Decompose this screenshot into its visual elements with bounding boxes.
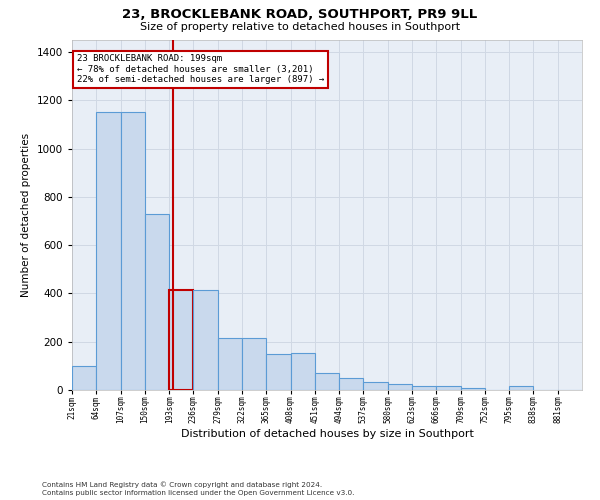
Bar (242, 338, 266, 390)
Bar (121, 112, 145, 390)
Bar (436, 386, 461, 390)
Bar (290, 352, 315, 390)
Text: 23, BROCKLEBANK ROAD, SOUTHPORT, PR9 9LL: 23, BROCKLEBANK ROAD, SOUTHPORT, PR9 9LL (122, 8, 478, 20)
Bar (364, 382, 388, 390)
Text: Size of property relative to detached houses in Southport: Size of property relative to detached ho… (140, 22, 460, 32)
X-axis label: Distribution of detached houses by size in Southport: Distribution of detached houses by size … (181, 429, 473, 439)
Text: Contains HM Land Registry data © Crown copyright and database right 2024.: Contains HM Land Registry data © Crown c… (42, 481, 322, 488)
Bar (96, 112, 121, 390)
Bar (169, 290, 193, 390)
Bar (461, 388, 485, 390)
Bar (509, 386, 533, 390)
Bar (266, 354, 290, 390)
Bar (412, 386, 436, 390)
Bar (72, 366, 96, 390)
Bar (193, 290, 218, 390)
Bar (218, 338, 242, 390)
Y-axis label: Number of detached properties: Number of detached properties (21, 133, 31, 297)
Text: 23 BROCKLEBANK ROAD: 199sqm
← 78% of detached houses are smaller (3,201)
22% of : 23 BROCKLEBANK ROAD: 199sqm ← 78% of det… (77, 54, 325, 84)
Bar (145, 214, 169, 390)
Bar (315, 373, 339, 390)
Bar (339, 378, 364, 390)
Text: Contains public sector information licensed under the Open Government Licence v3: Contains public sector information licen… (42, 490, 355, 496)
Bar (388, 384, 412, 390)
